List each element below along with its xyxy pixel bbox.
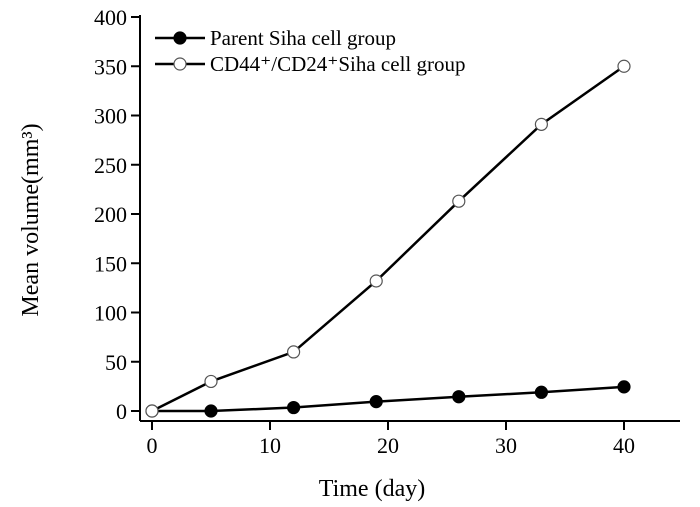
data-point: [617, 380, 631, 394]
y-tick-label: 250: [94, 153, 127, 178]
series-line: [152, 385, 625, 413]
x-tick-label: 0: [147, 433, 158, 458]
y-tick-label: 100: [94, 301, 127, 326]
data-point: [204, 374, 218, 389]
data-point: [369, 274, 383, 288]
legend-label: CD44⁺/CD24⁺Siha cell group: [210, 52, 466, 76]
y-tick-label: 150: [94, 251, 127, 276]
x-tick-label: 20: [377, 433, 399, 458]
y-tick-label: 350: [94, 54, 127, 79]
data-point: [452, 194, 466, 208]
x-tick-label: 40: [613, 433, 635, 458]
series-line: [151, 65, 625, 413]
data-point: [145, 404, 159, 418]
x-tick-label: 30: [495, 433, 517, 458]
data-point: [617, 59, 631, 73]
y-tick-label: 50: [105, 350, 127, 375]
data-point: [204, 404, 218, 418]
data-point: [534, 385, 549, 399]
data-point: [369, 395, 383, 409]
legend-label: Parent Siha cell group: [210, 26, 396, 50]
x-axis-label: Time (day): [319, 476, 425, 502]
legend-marker: [173, 57, 187, 71]
series-group: [145, 59, 631, 418]
data-point: [452, 390, 466, 404]
y-tick-label: 300: [94, 104, 127, 129]
y-tick-label: 400: [94, 5, 127, 30]
y-axis-label: Mean volume(mm³): [18, 123, 44, 316]
data-point: [534, 117, 549, 131]
y-tick-label: 200: [94, 202, 127, 227]
x-tick-label: 10: [259, 433, 281, 458]
y-tick-label: 0: [116, 399, 127, 424]
legend-marker: [173, 31, 187, 45]
data-point: [287, 400, 301, 415]
data-point: [287, 345, 301, 359]
